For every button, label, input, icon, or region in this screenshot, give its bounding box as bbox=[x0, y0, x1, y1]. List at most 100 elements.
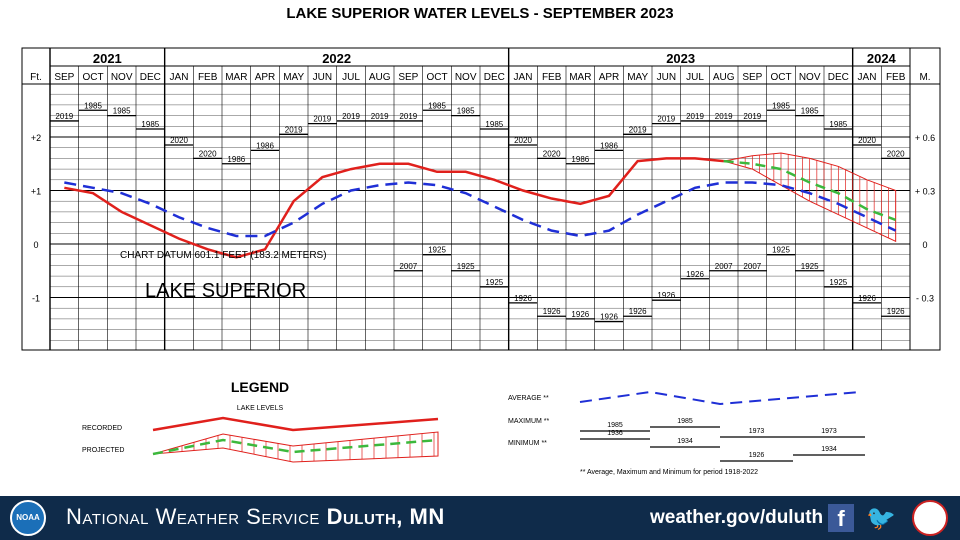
max-record-year: 1985 bbox=[84, 101, 102, 110]
month-label: MAR bbox=[569, 72, 591, 83]
max-record-year: 2019 bbox=[285, 125, 303, 134]
org-name: National Weather Service bbox=[66, 504, 320, 529]
series-recorded bbox=[64, 157, 724, 259]
month-label: OCT bbox=[82, 72, 103, 83]
year-label: 2024 bbox=[867, 51, 897, 66]
month-label: JUL bbox=[342, 72, 360, 83]
vertical-grid bbox=[49, 66, 911, 350]
min-record-year: 1925 bbox=[829, 278, 847, 287]
legend-title: LEGEND bbox=[231, 379, 289, 395]
legend-max-year: 1973 bbox=[749, 428, 765, 435]
legend-max-year: 1985 bbox=[607, 422, 623, 429]
max-record-year: 1986 bbox=[600, 141, 618, 150]
min-record-year: 2007 bbox=[399, 262, 417, 271]
facebook-icon[interactable]: f bbox=[828, 504, 854, 532]
max-record-year: 2019 bbox=[715, 112, 733, 121]
legend-min-year: 1936 bbox=[607, 430, 623, 437]
legend-hatch bbox=[169, 432, 435, 462]
legend-average-line bbox=[579, 390, 861, 406]
min-records: 2007 1925 1925 1925 1926 1926 1926 1926 1926 1926… bbox=[394, 246, 910, 323]
right-tick-label: 0 bbox=[922, 240, 927, 250]
office-location: Duluth, MN bbox=[326, 504, 445, 529]
max-record-year: 1985 bbox=[829, 120, 847, 129]
min-record-year: 1925 bbox=[485, 278, 503, 287]
month-label: MAR bbox=[225, 72, 247, 83]
month-label: JAN bbox=[170, 72, 189, 83]
noaa-logo-text: NOAA bbox=[16, 513, 40, 522]
max-record-year: 1986 bbox=[227, 155, 245, 164]
right-tick-label: - 0.3 bbox=[916, 294, 934, 304]
month-label: MAY bbox=[283, 72, 304, 83]
legend-min-year: 1926 bbox=[749, 452, 765, 459]
max-record-year: 1986 bbox=[571, 155, 589, 164]
max-records: 2019 1985 1985 1985 2020 2020 1986 1986 2019 2019… bbox=[50, 101, 910, 165]
left-tick-label: -1 bbox=[32, 294, 40, 304]
min-record-year: 1926 bbox=[600, 313, 618, 322]
month-label: JUN bbox=[313, 72, 332, 83]
month-label: AUG bbox=[369, 72, 391, 83]
nws-logo-icon[interactable] bbox=[912, 500, 948, 536]
lake-label: LAKE SUPERIOR bbox=[145, 280, 306, 302]
min-record-year: 2007 bbox=[715, 262, 733, 271]
chart-legend: LEGEND LAKE LEVELS RECORDED PROJECTED AVERAG… bbox=[82, 379, 865, 476]
projection-hatch bbox=[730, 153, 889, 238]
max-record-year: 1985 bbox=[485, 120, 503, 129]
legend-max-year: 1985 bbox=[677, 418, 693, 425]
max-record-year: 2019 bbox=[629, 125, 647, 134]
lake-level-chart: 2021 2022 2023 2024 SEP OCT NOV DEC JAN FEB MAR APR… bbox=[21, 47, 941, 351]
right-tick-label: + 0.6 bbox=[915, 133, 935, 143]
noaa-logo-icon[interactable]: NOAA bbox=[10, 500, 46, 536]
legend-footnote: ** Average, Maximum and Minimum for peri… bbox=[580, 469, 758, 476]
month-label: SEP bbox=[398, 72, 418, 83]
max-record-year: 1985 bbox=[428, 101, 446, 110]
min-record-year: 1926 bbox=[629, 307, 647, 316]
month-label: DEC bbox=[140, 72, 161, 83]
legend-recorded-label: RECORDED bbox=[82, 425, 122, 432]
month-label: NOV bbox=[799, 72, 821, 83]
chart-title: LAKE SUPERIOR WATER LEVELS - SEPTEMBER 2… bbox=[286, 5, 674, 22]
min-record-year: 1926 bbox=[657, 291, 675, 300]
min-record-year: 1926 bbox=[514, 294, 532, 303]
legend-projected-line bbox=[152, 438, 439, 456]
min-record-year: 1926 bbox=[686, 270, 704, 279]
min-record-year: 1925 bbox=[457, 262, 475, 271]
legend-projected-label: PROJECTED bbox=[82, 447, 124, 454]
month-label: FEB bbox=[542, 72, 562, 83]
max-record-year: 2019 bbox=[55, 112, 73, 121]
website-link[interactable]: weather.gov/duluth bbox=[650, 507, 824, 528]
legend-recorded-line bbox=[152, 416, 439, 432]
month-label: DEC bbox=[828, 72, 849, 83]
legend-minimum-label: MINIMUM ** bbox=[508, 440, 547, 447]
max-record-year: 1985 bbox=[801, 107, 819, 116]
legend-subtitle: LAKE LEVELS bbox=[237, 405, 284, 412]
max-record-year: 1985 bbox=[113, 107, 131, 116]
max-record-year: 2019 bbox=[686, 112, 704, 121]
max-record-year: 2020 bbox=[858, 136, 876, 145]
max-record-year: 2020 bbox=[199, 149, 217, 158]
month-label: NOV bbox=[455, 72, 477, 83]
min-record-year: 1926 bbox=[858, 294, 876, 303]
min-record-year: 1925 bbox=[772, 246, 790, 255]
min-record-year: 1925 bbox=[428, 246, 446, 255]
office-name: National Weather Service Duluth, MN bbox=[66, 504, 445, 530]
year-label: 2021 bbox=[93, 51, 122, 66]
legend-min-year: 1934 bbox=[677, 438, 693, 445]
month-label: AUG bbox=[713, 72, 735, 83]
max-record-year: 2019 bbox=[313, 115, 331, 124]
max-record-year: 2019 bbox=[342, 112, 360, 121]
max-record-year: 2020 bbox=[543, 149, 561, 158]
chart-frame bbox=[21, 47, 941, 351]
month-label: APR bbox=[599, 72, 620, 83]
max-record-year: 1986 bbox=[256, 141, 274, 150]
month-label: JUL bbox=[686, 72, 704, 83]
twitter-icon[interactable]: 🐦 bbox=[866, 504, 896, 532]
footer-bar: NOAA National Weather Service Duluth, MN… bbox=[0, 496, 960, 540]
series-projected bbox=[723, 159, 897, 222]
month-label: JUN bbox=[657, 72, 676, 83]
month-label: OCT bbox=[426, 72, 447, 83]
max-record-year: 2019 bbox=[743, 112, 761, 121]
max-record-year: 1985 bbox=[141, 120, 159, 129]
left-tick-label: +1 bbox=[31, 187, 41, 197]
right-axis-unit: M. bbox=[919, 72, 930, 83]
month-label: JAN bbox=[514, 72, 533, 83]
